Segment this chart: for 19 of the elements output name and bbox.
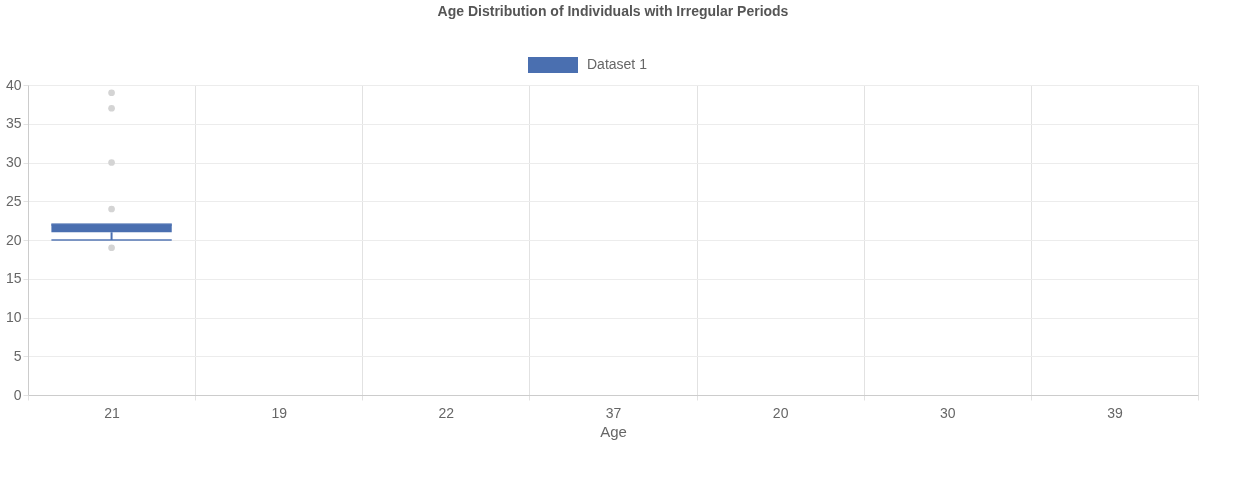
x-tick-label: 30 — [940, 404, 956, 421]
y-tick-label: 25 — [5, 192, 22, 209]
x-tick-label: 19 — [271, 404, 288, 421]
y-tick-label: 20 — [5, 231, 22, 248]
x-tick-label: 39 — [1107, 404, 1123, 421]
y-tick-label: 35 — [5, 115, 22, 132]
x-tick-label: 22 — [438, 404, 455, 421]
x-tick-label: 37 — [605, 404, 622, 421]
y-tick-label: 5 — [13, 347, 22, 364]
y-tick-label: 10 — [5, 309, 22, 325]
x-axis-title: Age — [600, 422, 627, 440]
y-tick-label: 30 — [5, 154, 22, 170]
y-tick-label: 40 — [5, 76, 22, 93]
chart-title: Age Distribution of Individuals with Irregular Periods — [437, 3, 789, 19]
y-tick-label: 15 — [5, 270, 22, 287]
x-tick-label: 21 — [104, 404, 121, 421]
legend-label: Dataset 1 — [587, 56, 648, 72]
x-tick-label: 20 — [772, 404, 789, 421]
y-tick-label: 0 — [13, 386, 22, 403]
